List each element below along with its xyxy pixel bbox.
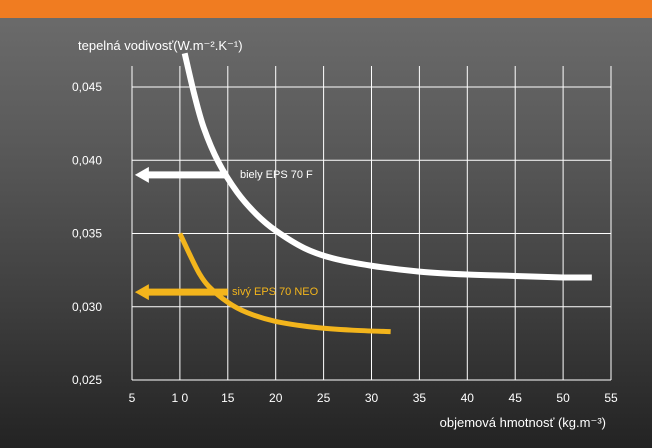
arrow-marker-gray [134, 284, 228, 301]
x-tick-label: 5 [129, 391, 136, 405]
grid-layer [131, 66, 612, 381]
x-tick-label: 55 [604, 391, 618, 405]
x-axis-title: objemová hmotnosť (kg.m⁻³) [440, 415, 606, 430]
x-tick-label: 20 [269, 391, 283, 405]
y-tick-label: 0,045 [72, 80, 102, 94]
arrow-head [134, 284, 149, 301]
tick-layer: 5 1 0 15 20 25 30 35 40 45 50 55 0,025 0,030 0,035 0,0… [72, 80, 618, 405]
arrow-head [134, 166, 149, 183]
x-tick-label: 50 [556, 391, 570, 405]
series-label-gray-eps: sivý EPS 70 NEO [232, 286, 319, 298]
y-axis-title: tepelná vodivosť(W.m⁻².K⁻¹) [78, 38, 243, 53]
arrow-shaft [144, 288, 228, 296]
series-layer [177, 52, 592, 335]
arrow-marker-white [134, 166, 228, 183]
top-accent-bar [0, 0, 652, 18]
marker-layer: biely EPS 70 F sivý EPS 70 NEO [134, 166, 319, 301]
arrow-shaft [144, 171, 228, 179]
y-tick-label: 0,040 [72, 153, 102, 167]
x-tick-label: 35 [413, 391, 427, 405]
y-tick-label: 0,035 [72, 227, 102, 241]
x-tick-label: 15 [221, 391, 235, 405]
x-tick-label: 45 [509, 391, 523, 405]
x-tick-label: 30 [365, 391, 379, 405]
series-line-gray-eps [177, 232, 391, 335]
series-line-white-eps [181, 52, 592, 281]
x-tick-label: 25 [317, 391, 331, 405]
series-label-white-eps: biely EPS 70 F [240, 169, 313, 181]
y-tick-label: 0,030 [72, 300, 102, 314]
y-tick-label: 0,025 [72, 373, 102, 387]
x-tick-label: 40 [461, 391, 475, 405]
x-tick-label: 1 0 [172, 391, 189, 405]
